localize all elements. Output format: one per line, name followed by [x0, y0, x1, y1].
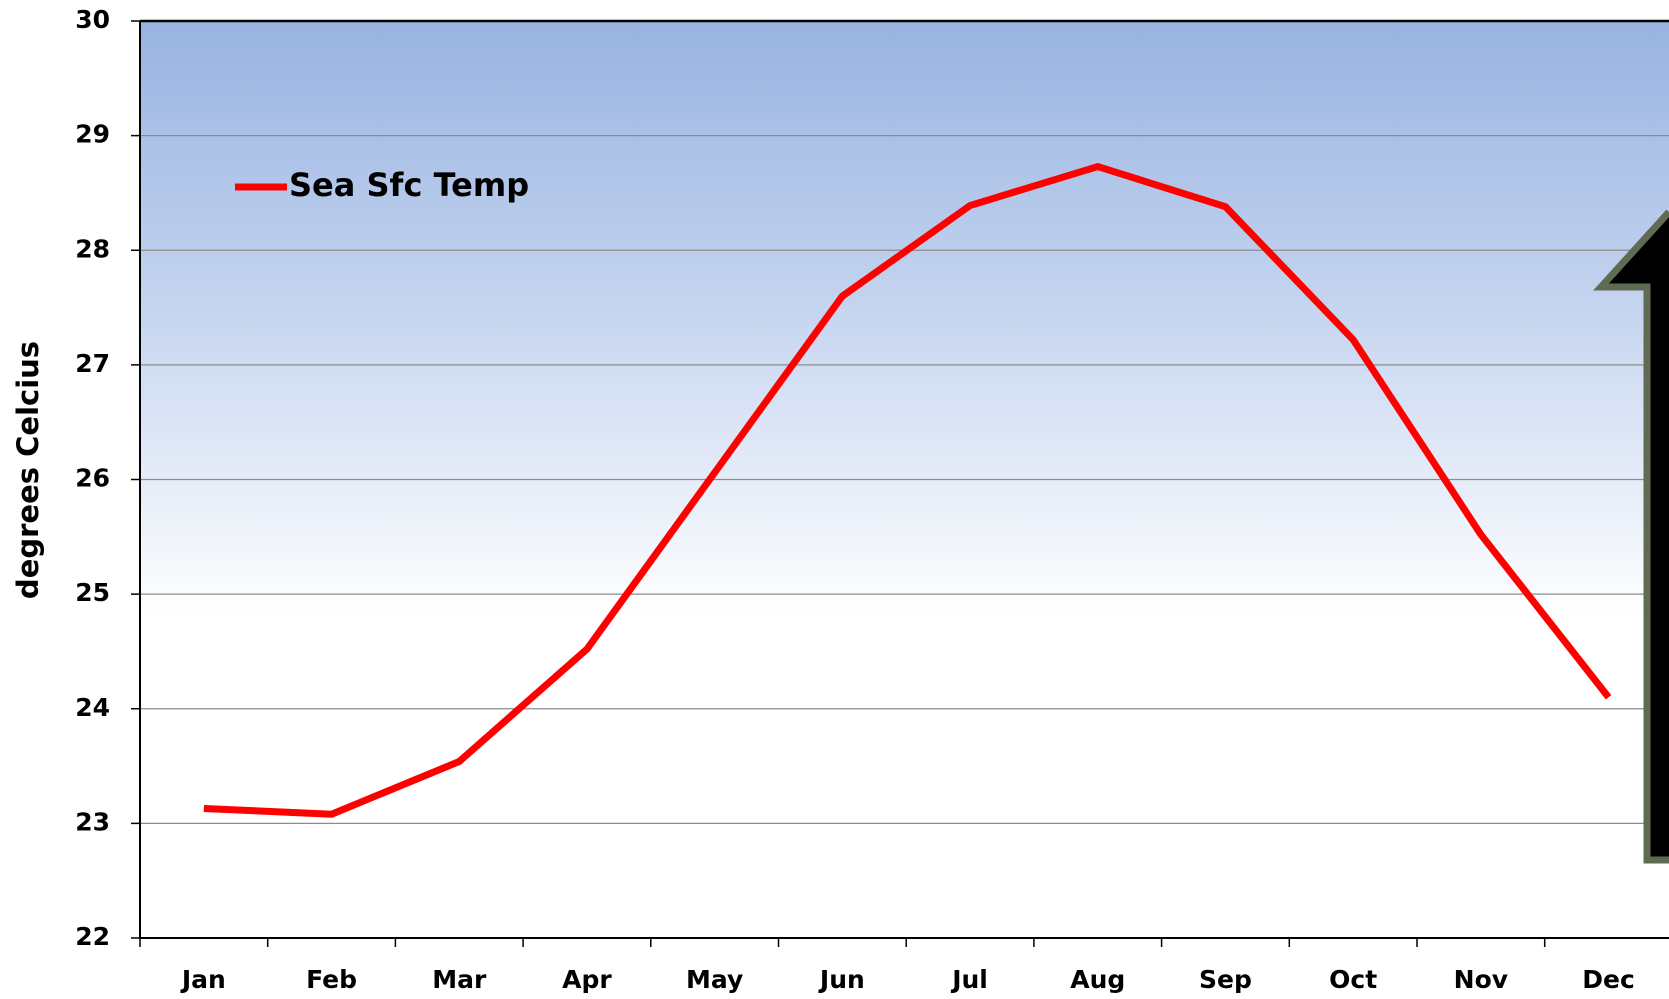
x-tick-label: Sep	[1199, 965, 1252, 994]
x-tick-label: Jun	[818, 965, 865, 994]
y-tick-label: 22	[75, 922, 110, 951]
x-tick-label: Feb	[306, 965, 357, 994]
y-tick-label: 24	[75, 693, 110, 722]
x-tick-label: Aug	[1070, 965, 1125, 994]
marks	[203, 163, 1612, 818]
x-tick-label: Jan	[180, 965, 226, 994]
y-tick-label: 23	[75, 807, 110, 836]
x-tick-label: Oct	[1329, 965, 1377, 994]
y-tick-label: 28	[75, 234, 110, 263]
x-tick-label: Jul	[950, 965, 988, 994]
x-tick-label: Dec	[1582, 965, 1635, 994]
y-tick-label: 30	[75, 5, 110, 34]
y-tick-label: 29	[75, 120, 110, 149]
x-tick-label: May	[686, 965, 743, 994]
legend-label: Sea Sfc Temp	[289, 166, 529, 204]
arrow-decoration	[1593, 209, 1669, 864]
y-tick-label: 27	[75, 349, 110, 378]
y-tick-label: 25	[75, 578, 110, 607]
y-tick-label: 26	[75, 464, 110, 493]
data-line	[203, 163, 1612, 818]
y-axis-label: degrees Celcius	[11, 341, 45, 599]
x-tick-label: Apr	[562, 965, 612, 994]
x-tick-label: Mar	[432, 965, 487, 994]
x-tick-label: Nov	[1454, 965, 1508, 994]
